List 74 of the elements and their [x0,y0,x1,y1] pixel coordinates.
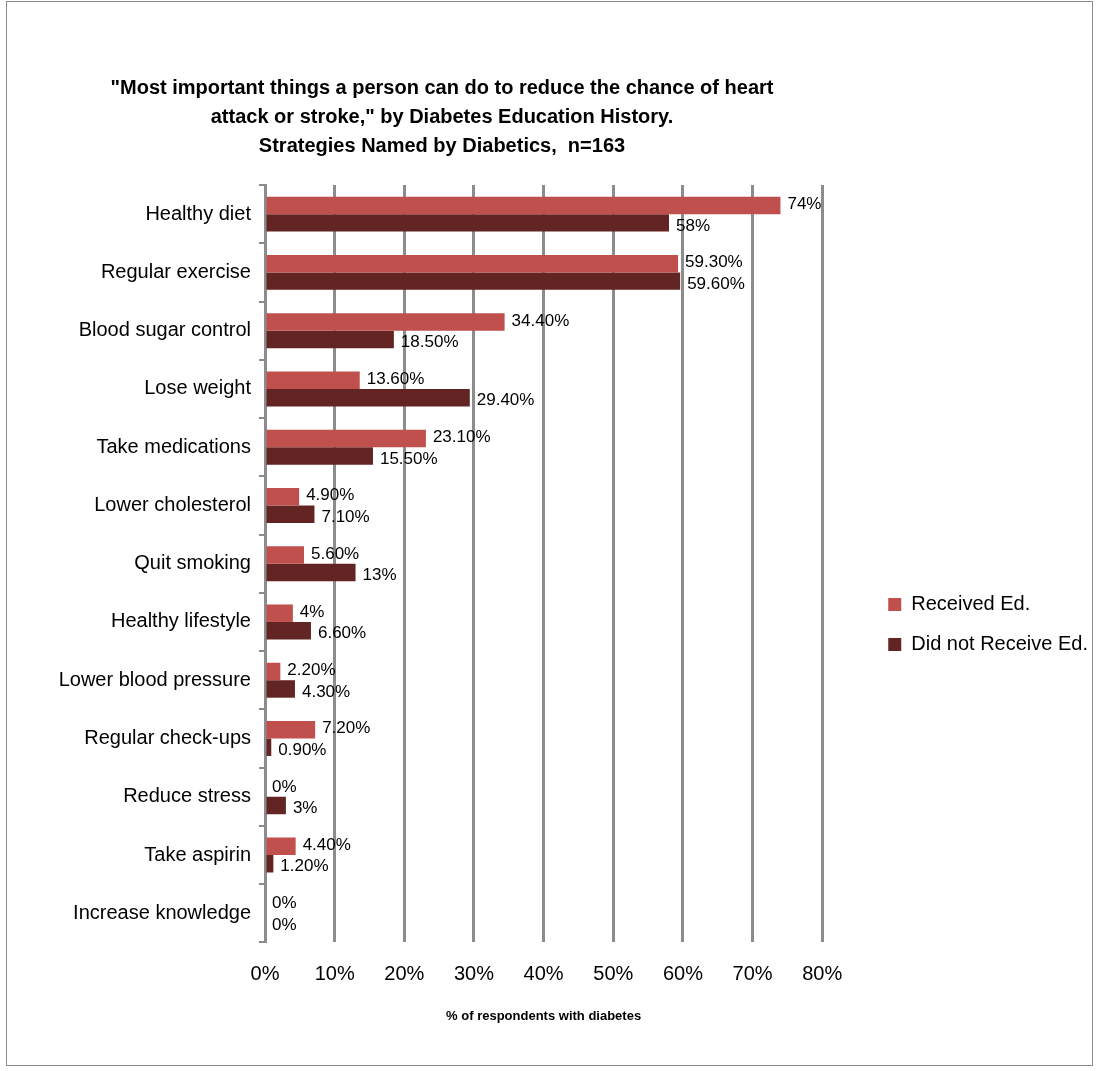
bar [266,680,295,698]
bar [266,505,315,523]
y-tick-label: Increase knowledge [73,900,251,923]
y-tick-label: Regular check-ups [84,726,251,748]
y-tick-label: Lower cholesterol [94,492,251,515]
data-label: 4.40% [302,834,351,854]
bar [266,330,394,349]
x-tick-label: 70% [732,961,773,984]
legend-label: Received Ed. [911,592,1031,615]
data-label: 6.60% [317,623,367,643]
data-label: 23.10% [432,427,491,447]
bar [266,662,281,681]
data-label: 59.30% [685,252,743,272]
data-label: 15.50% [379,448,438,468]
x-tick-label: 80% [802,961,843,984]
bar [266,563,356,582]
chart-subtitle: Strategies Named by Diabetics, n=163 [257,133,627,158]
y-tick-label: Reduce stress [123,784,251,807]
data-label: 7.10% [321,506,370,526]
data-label: 4% [299,601,325,621]
data-label: 2.20% [287,660,336,680]
y-tick-label: Healthy lifestyle [110,609,251,632]
data-label: 13% [362,565,397,585]
bar [266,429,426,448]
data-label: 58% [676,215,711,235]
x-tick-label: 50% [593,961,634,984]
x-tick-label: 0% [250,961,280,984]
data-label: 13.60% [366,368,425,388]
bar [266,272,681,290]
data-label: 0% [272,893,297,913]
y-tick-label: Take medications [96,434,251,457]
bar [266,313,505,331]
y-tick-label: Lose weight [144,376,252,399]
x-tick-label: 30% [453,961,495,984]
bar [266,837,296,856]
bar [266,447,373,465]
data-label: 0% [272,914,297,934]
data-label: 34.40% [511,310,570,330]
y-tick-label: Lower blood pressure [58,667,251,690]
x-tick-label: 60% [662,961,704,984]
data-label: 29.40% [476,390,535,410]
bar [266,371,360,389]
bar [266,254,679,273]
bar [266,721,316,739]
bar [266,796,286,815]
data-label: 18.50% [400,332,459,352]
y-tick-label: Blood sugar control [78,318,251,341]
data-label: 0.90% [278,739,327,759]
data-label: 59.60% [687,273,745,293]
y-tick-label: Regular exercise [100,259,251,282]
bar [266,621,311,640]
data-label: 1.20% [280,856,329,876]
bar [266,214,669,232]
data-label: 5.60% [311,543,360,563]
data-label: 3% [292,798,318,818]
x-tick-label: 40% [523,961,564,984]
bar [266,604,293,622]
data-label: 4.90% [306,485,355,505]
legend-label: Did not Receive Ed. [911,632,1089,655]
data-label: 4.30% [301,681,351,701]
x-tick-label: 10% [314,961,355,984]
y-tick-label: Quit smoking [134,551,251,574]
chart-title: "Most important things a person can do to reduce the chance of heart attack or stroke," by Diabetes Education History. [109,75,775,129]
bar [266,487,300,506]
bar [266,546,305,564]
x-tick-label: 20% [384,961,425,984]
y-tick-label: Healthy diet [145,201,252,224]
y-tick-label: Take aspirin [144,842,251,865]
data-label: 7.20% [322,718,371,738]
data-label: 0% [272,776,297,796]
bar [266,388,470,407]
x-axis-title: % of respondents with diabetes [446,1007,642,1023]
data-label: 74% [787,194,822,214]
bar [266,196,781,215]
